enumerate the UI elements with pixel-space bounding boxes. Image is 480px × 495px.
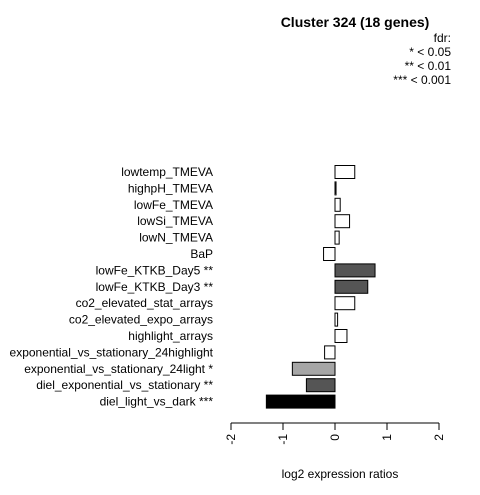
category-label: diel_exponential_vs_stationary ** [36,378,213,392]
category-label: lowN_TMEVA [139,231,213,245]
category-label: co2_elevated_stat_arrays [76,296,213,310]
legend-entry-2: ** < 0.01 [405,59,452,73]
legend: fdr: * < 0.05 ** < 0.01 *** < 0.001 [393,31,451,87]
category-label: highlight_arrays [128,329,213,343]
x-axis: -2 -1 0 1 2 [224,422,446,445]
bar-8 [334,279,369,294]
x-tick-label: -1 [276,434,290,445]
legend-entry-1: * < 0.05 [409,45,451,59]
category-label: lowFe_KTKB_Day3 ** [96,280,214,294]
bar-14 [305,378,336,393]
category-label: lowFe_KTKB_Day5 ** [96,263,214,277]
bar-11 [334,329,348,343]
bar-6 [323,247,336,261]
x-tick-label: 0 [328,434,342,441]
category-label: exponential_vs_stationary_24highlight [10,345,214,359]
bar-13 [291,361,336,376]
category-labels: lowtemp_TMEVA highpH_TMEVA lowFe_TMEVA lowS… [10,165,214,409]
x-tick-label: -2 [224,434,238,445]
legend-title: fdr: [434,31,451,45]
category-label: highpH_TMEVA [128,181,213,195]
category-label: lowtemp_TMEVA [121,165,213,179]
category-label: exponential_vs_stationary_24light * [24,362,213,376]
bar-4 [334,214,351,229]
category-label: diel_light_vs_dark *** [100,395,214,409]
category-label: lowFe_TMEVA [134,198,213,212]
bar-5 [334,230,340,245]
legend-entry-3: *** < 0.001 [393,73,451,87]
category-label: co2_elevated_expo_arrays [69,313,213,327]
bar-7 [334,263,376,278]
chart-title: Cluster 324 (18 genes) [281,14,430,30]
bars [265,165,376,409]
x-tick-label: 2 [432,434,446,441]
category-label: BaP [190,247,213,261]
bar-3 [334,197,341,212]
x-tick-label: 1 [380,434,394,441]
category-label: lowSi_TMEVA [137,214,213,228]
bar-12 [324,345,336,360]
bar-9 [334,296,356,311]
bar-15 [265,394,336,409]
bar-2 [334,181,337,196]
bar-1 [334,165,356,179]
x-axis-label: log2 expression ratios [282,467,399,481]
bar-10 [334,312,339,327]
